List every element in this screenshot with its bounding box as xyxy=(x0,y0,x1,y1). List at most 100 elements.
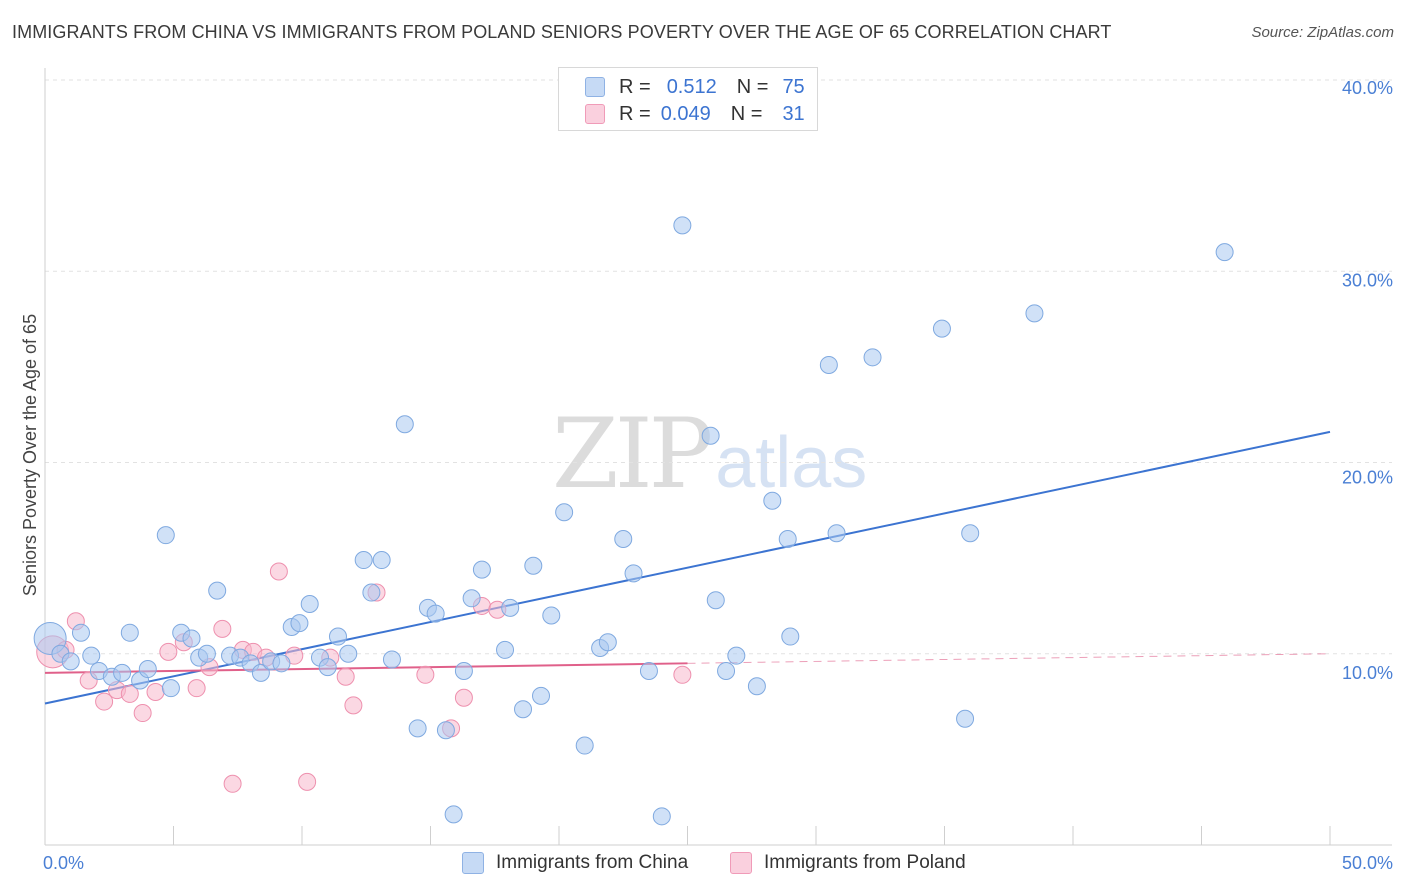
china-point xyxy=(290,614,309,633)
china-point xyxy=(1215,243,1234,262)
china-point xyxy=(138,660,157,679)
poland-point xyxy=(336,667,355,686)
china-point xyxy=(197,644,216,663)
china-point xyxy=(524,556,543,575)
poland-point xyxy=(120,684,139,703)
china-point xyxy=(706,591,725,610)
china-point xyxy=(863,348,882,367)
poland-point xyxy=(146,683,165,701)
poland-point xyxy=(673,665,692,684)
china-point xyxy=(328,627,347,646)
china-point xyxy=(182,629,201,648)
china-point xyxy=(624,564,643,583)
legend-r-value: 0.512 xyxy=(666,75,717,98)
china-point xyxy=(1025,304,1044,323)
y-tick-label: 30.0% xyxy=(1342,270,1393,290)
series-legend-china: Immigrants from China xyxy=(462,852,688,874)
china-point xyxy=(300,595,319,614)
poland-point xyxy=(159,642,178,661)
trend-line-poland-extension xyxy=(687,653,1331,664)
china-point xyxy=(362,583,381,602)
x-tick-label: 50.0% xyxy=(1342,853,1393,873)
china-point xyxy=(652,807,671,826)
poland-point xyxy=(454,688,473,707)
china-point xyxy=(354,551,373,570)
china-point xyxy=(462,589,481,608)
china-point xyxy=(717,661,736,680)
china-point xyxy=(956,709,975,728)
china-point xyxy=(318,658,337,677)
poland-point xyxy=(223,774,242,793)
china-point xyxy=(272,654,291,673)
china-point xyxy=(778,530,797,548)
series-label-poland: Immigrants from Poland xyxy=(764,852,966,873)
poland-point xyxy=(344,696,363,715)
chart-title: IMMIGRANTS FROM CHINA VS IMMIGRANTS FROM… xyxy=(12,22,1112,42)
poland-point xyxy=(416,665,435,684)
china-point xyxy=(120,623,139,642)
china-point xyxy=(156,526,175,545)
y-tick-label: 20.0% xyxy=(1342,468,1393,488)
china-point xyxy=(555,503,574,522)
china-point xyxy=(426,604,445,623)
series-legend: Immigrants from China Immigrants from Po… xyxy=(0,852,1406,878)
china-point xyxy=(532,686,551,705)
china-point xyxy=(113,663,132,682)
china-point xyxy=(747,677,766,696)
x-tick-label: 0.0% xyxy=(43,853,84,873)
poland-point xyxy=(95,692,114,711)
china-point xyxy=(251,663,270,682)
china-point xyxy=(472,560,491,579)
china-point xyxy=(781,627,800,646)
china-point xyxy=(82,646,101,665)
axes xyxy=(44,68,1392,846)
china-point xyxy=(961,524,980,543)
data-points xyxy=(33,216,1234,826)
china-point xyxy=(819,355,838,374)
legend-r-label: R = xyxy=(619,102,651,125)
china-point xyxy=(932,319,951,338)
poland-point xyxy=(133,704,152,723)
legend-n-value: 75 xyxy=(782,75,805,98)
china-point xyxy=(501,598,520,617)
china-point xyxy=(395,415,414,434)
y-tick-label: 10.0% xyxy=(1342,663,1393,683)
china-point xyxy=(161,679,180,698)
china-point xyxy=(514,700,533,719)
china-point xyxy=(408,719,427,738)
china-point xyxy=(763,491,782,510)
legend-n-label: N = xyxy=(736,75,769,98)
gridlines xyxy=(45,79,1392,655)
china-point xyxy=(339,644,358,663)
china-point xyxy=(61,652,80,671)
china-point xyxy=(454,661,473,680)
y-axis-label: Seniors Poverty Over the Age of 65 xyxy=(20,314,40,596)
china-point xyxy=(496,640,515,659)
china-point xyxy=(727,646,746,665)
series-legend-poland: Immigrants from Poland xyxy=(730,852,966,874)
legend-r-value: 0.049 xyxy=(660,102,711,125)
legend-r-label: R = xyxy=(619,75,651,98)
china-point xyxy=(614,530,633,548)
legend-n-label: N = xyxy=(730,102,763,125)
source-label: Source: ZipAtlas.com xyxy=(1251,24,1394,41)
china-point xyxy=(673,216,692,235)
y-tick-label: 40.0% xyxy=(1342,78,1393,98)
china-point xyxy=(382,650,401,669)
china-point xyxy=(436,721,455,740)
china-point xyxy=(71,623,90,642)
series-swatch-poland xyxy=(730,852,752,874)
china-point xyxy=(444,805,463,824)
poland-point xyxy=(269,562,288,581)
legend-swatch-china xyxy=(585,77,605,97)
legend-n-value: 31 xyxy=(782,102,805,125)
poland-point xyxy=(187,679,206,698)
legend-swatch-poland xyxy=(585,104,605,124)
china-point xyxy=(701,426,720,445)
china-point xyxy=(208,581,227,600)
series-swatch-china xyxy=(462,852,484,874)
china-point xyxy=(575,736,594,755)
china-point xyxy=(827,524,846,543)
china-point xyxy=(598,633,617,652)
